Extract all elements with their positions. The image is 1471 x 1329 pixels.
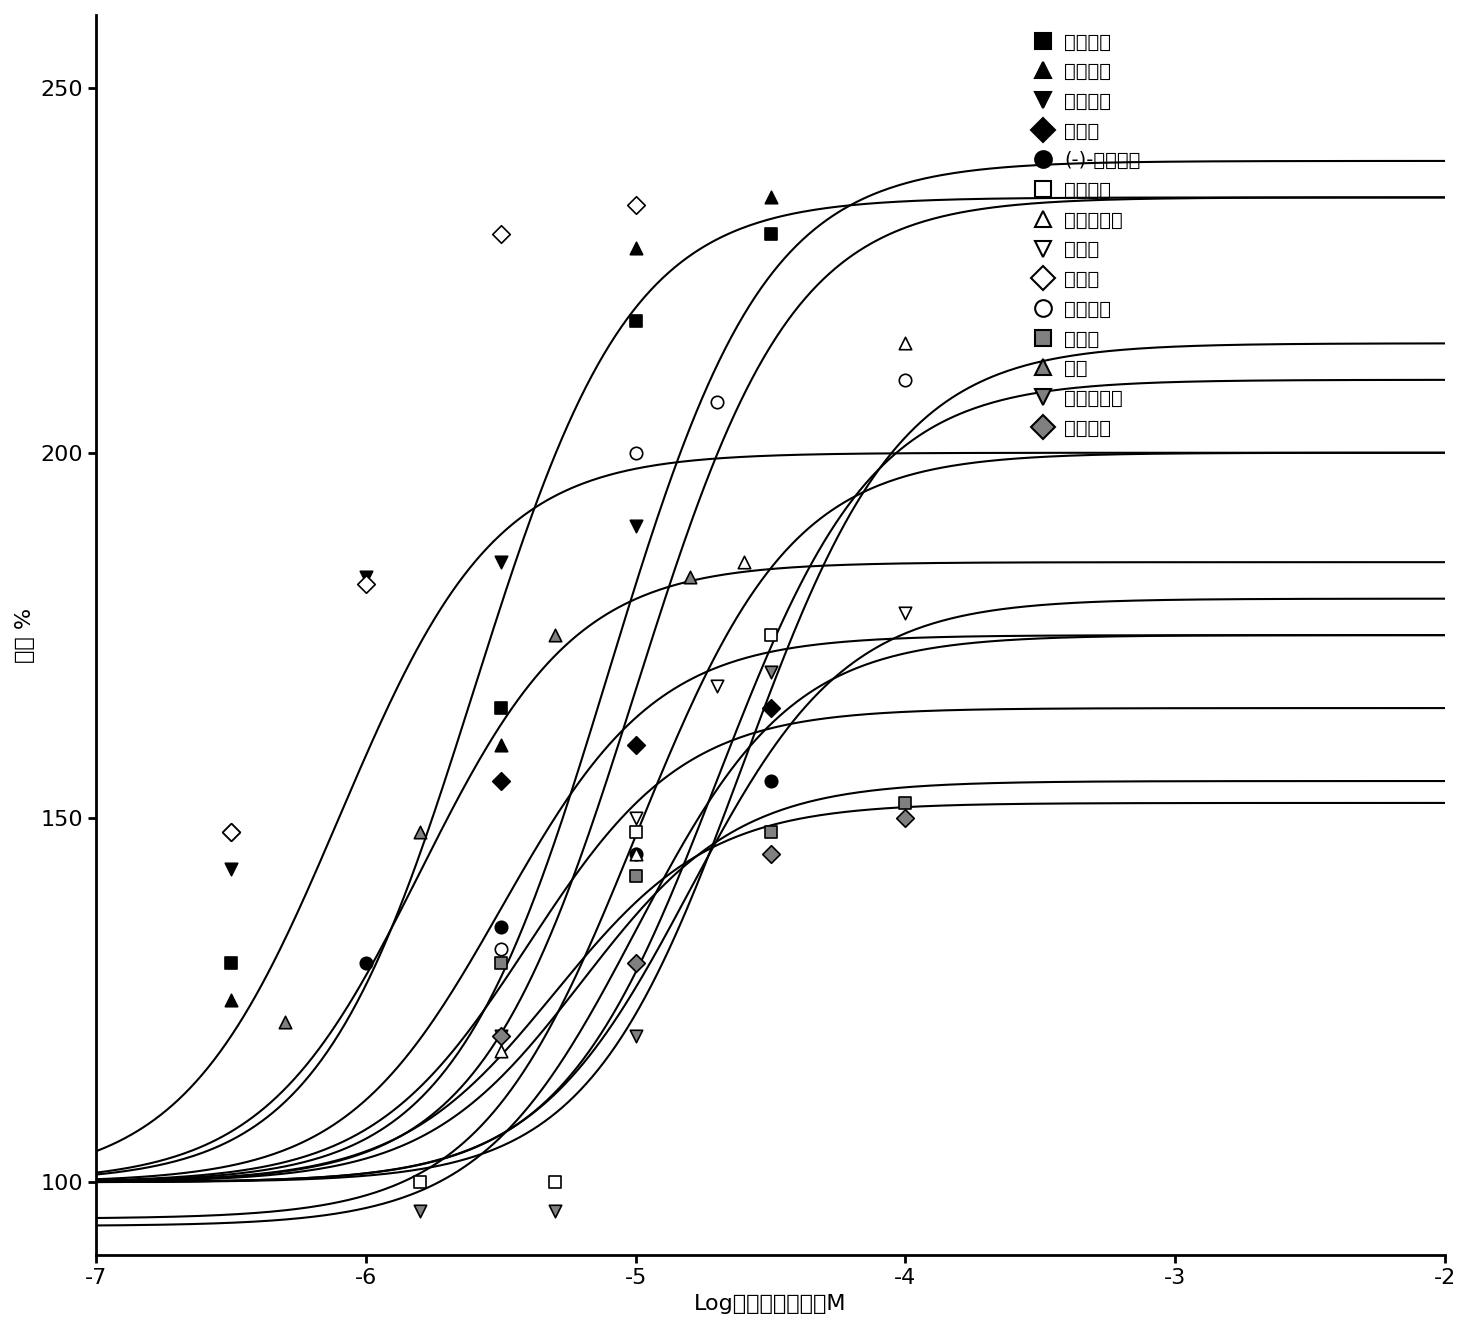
- Point: [624, 311, 647, 332]
- Point: [624, 844, 647, 865]
- Point: [355, 566, 378, 587]
- X-axis label: Log［测试化合物］M: Log［测试化合物］M: [694, 1294, 847, 1314]
- Point: [219, 989, 243, 1010]
- Point: [759, 625, 783, 646]
- Point: [624, 238, 647, 259]
- Point: [355, 573, 378, 594]
- Point: [543, 1201, 566, 1223]
- Point: [624, 1026, 647, 1047]
- Point: [894, 807, 918, 828]
- Point: [759, 698, 783, 719]
- Point: [543, 1172, 566, 1193]
- Point: [624, 807, 647, 828]
- Point: [759, 821, 783, 843]
- Point: [759, 771, 783, 792]
- Point: [490, 938, 513, 960]
- Point: [624, 443, 647, 464]
- Point: [409, 1201, 432, 1223]
- Point: [705, 675, 728, 696]
- Point: [219, 821, 243, 843]
- Point: [490, 698, 513, 719]
- Point: [490, 223, 513, 245]
- Point: [624, 865, 647, 886]
- Point: [490, 1026, 513, 1047]
- Point: [355, 953, 378, 974]
- Point: [894, 332, 918, 354]
- Point: [705, 391, 728, 412]
- Point: [490, 916, 513, 937]
- Point: [543, 625, 566, 646]
- Point: [490, 1041, 513, 1062]
- Point: [219, 953, 243, 974]
- Point: [409, 1172, 432, 1193]
- Point: [274, 1011, 297, 1033]
- Point: [490, 734, 513, 755]
- Point: [894, 792, 918, 813]
- Point: [219, 821, 243, 843]
- Point: [490, 552, 513, 573]
- Point: [759, 187, 783, 209]
- Point: [759, 844, 783, 865]
- Point: [624, 821, 647, 843]
- Point: [894, 602, 918, 623]
- Legend: 金合欢素, 芹菜配基, 黄岑苷元, 白杨素, (-)-表儿茶素, 黄颜木素, 染料木黄酮, 茨非醇, 桑色素, 杨梅黄酮, 根皮素, 栎精, 云杉丹宁酚, 白藜: 金合欢素, 芹菜配基, 黄岑苷元, 白杨素, (-)-表儿茶素, 黄颜木素, 染…: [1022, 25, 1147, 445]
- Point: [624, 194, 647, 215]
- Point: [894, 369, 918, 391]
- Point: [678, 566, 702, 587]
- Point: [624, 516, 647, 537]
- Point: [624, 734, 647, 755]
- Point: [759, 223, 783, 245]
- Point: [490, 1026, 513, 1047]
- Point: [759, 661, 783, 682]
- Point: [490, 953, 513, 974]
- Point: [733, 552, 756, 573]
- Point: [219, 859, 243, 880]
- Point: [409, 821, 432, 843]
- Point: [624, 844, 647, 865]
- Point: [490, 771, 513, 792]
- Point: [624, 953, 647, 974]
- Y-axis label: 对照 %: 对照 %: [15, 607, 35, 663]
